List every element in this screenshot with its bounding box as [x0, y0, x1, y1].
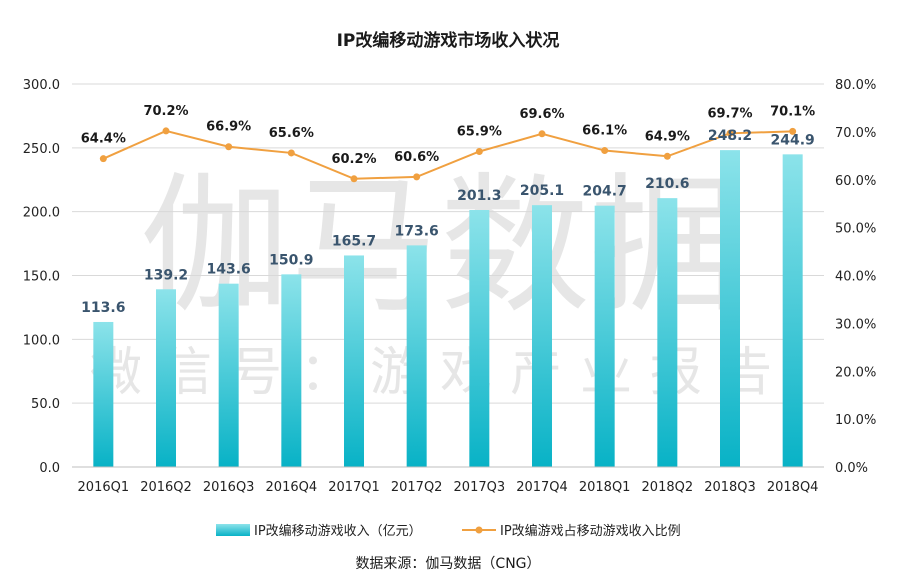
x-tick-label: 2017Q4	[516, 480, 568, 495]
bars	[93, 150, 803, 468]
ratio-value-label: 64.4%	[81, 132, 126, 147]
ratio-value-label: 69.7%	[707, 106, 752, 121]
x-tick-label: 2016Q2	[140, 480, 192, 495]
ratio-value-label: 65.9%	[457, 125, 502, 140]
bar	[156, 289, 176, 467]
x-tick-label: 2018Q1	[579, 480, 631, 495]
bar	[782, 154, 803, 467]
x-tick-label: 2016Q3	[203, 480, 255, 495]
watermark-main: 伽马数据	[140, 160, 740, 334]
ratio-value-label: 65.6%	[269, 126, 314, 141]
bar-value-label: 244.9	[771, 132, 815, 148]
ratio-line	[99, 127, 797, 183]
y-axis-right: 0.0% 10.0% 20.0% 30.0% 40.0% 50.0% 60.0% 70.0% 8…	[835, 78, 876, 476]
bar-value-label: 113.6	[81, 300, 125, 316]
bar	[218, 283, 239, 467]
y-left-tick-label: 150.0	[23, 270, 60, 285]
legend-line-label: IP改编游戏占移动游戏收入比例	[500, 524, 681, 539]
ratio-point	[350, 175, 358, 183]
ratio-point	[663, 152, 671, 160]
ratio-point	[789, 127, 797, 135]
bar-value-label: 248.2	[708, 128, 752, 144]
bar-value-label: 139.2	[144, 267, 188, 283]
x-tick-label: 2017Q3	[454, 480, 506, 495]
y-left-tick-label: 100.0	[23, 333, 60, 348]
bar-value-label: 173.6	[395, 223, 439, 239]
ratio-point	[726, 129, 734, 137]
bar	[532, 205, 552, 467]
y-right-tick-label: 60.0%	[835, 174, 876, 189]
bar-value-label: 204.7	[583, 184, 627, 200]
ratio-value-label: 60.2%	[331, 152, 376, 167]
bar	[720, 150, 740, 467]
ratio-value-label: 66.9%	[206, 120, 251, 135]
legend-bar-label: IP改编移动游戏收入（亿元）	[254, 524, 422, 539]
x-tick-label: 2018Q2	[642, 480, 694, 495]
ratio-point	[538, 130, 546, 138]
bar-value-label: 210.6	[645, 176, 689, 192]
ratio-value-label: 69.6%	[519, 107, 564, 122]
x-tick-label: 2018Q4	[767, 480, 819, 495]
y-axis-left: 0.0 50.0 100.0 150.0 200.0 250.0 300.0	[23, 78, 60, 476]
bar-value-label: 201.3	[457, 188, 501, 204]
chart-title: IP改编移动游戏市场收入状况	[337, 30, 560, 51]
ratio-value-label: 70.1%	[770, 104, 815, 119]
bar	[594, 205, 615, 468]
x-tick-label: 2016Q1	[78, 480, 130, 495]
data-labels: 113.6 139.2 143.6 150.9 165.7 173.6 201.3 205.1…	[81, 104, 815, 316]
y-right-tick-label: 70.0%	[835, 126, 876, 141]
y-left-tick-label: 300.0	[23, 78, 60, 93]
y-left-tick-label: 50.0	[31, 397, 60, 412]
y-right-tick-label: 80.0%	[835, 78, 876, 93]
bar	[281, 274, 302, 467]
bar-value-label: 150.9	[269, 252, 313, 268]
ratio-point	[413, 173, 421, 181]
y-right-tick-label: 30.0%	[835, 317, 876, 332]
ratio-value-label: 66.1%	[582, 124, 627, 139]
bar-value-label: 143.6	[207, 262, 251, 278]
bar	[469, 210, 490, 467]
y-right-tick-label: 50.0%	[835, 222, 876, 237]
y-left-tick-label: 250.0	[23, 142, 60, 157]
x-axis: 2016Q1 2016Q2 2016Q3 2016Q4 2017Q1 2017Q2 2017…	[72, 466, 824, 495]
y-right-tick-label: 0.0%	[835, 461, 868, 476]
x-tick-label: 2017Q1	[328, 480, 380, 495]
ratio-point	[225, 143, 233, 151]
ratio-point	[475, 148, 483, 156]
legend-bar-swatch	[216, 524, 250, 536]
legend-line-marker	[475, 526, 483, 534]
ratio-value-label: 60.6%	[394, 150, 439, 165]
source-note: 数据来源：伽马数据（CNG）	[355, 556, 540, 572]
x-tick-label: 2017Q2	[391, 480, 443, 495]
bar-value-label: 165.7	[332, 233, 376, 249]
watermark-sub: 微信号：游戏产业报告	[90, 343, 790, 403]
y-right-tick-label: 20.0%	[835, 365, 876, 380]
bar-value-label: 205.1	[520, 183, 564, 199]
ratio-value-label: 64.9%	[645, 129, 690, 144]
bar	[344, 255, 364, 467]
y-right-tick-label: 40.0%	[835, 270, 876, 285]
ratio-point	[287, 149, 295, 157]
legend: IP改编移动游戏收入（亿元） IP改编游戏占移动游戏收入比例	[216, 524, 681, 539]
y-left-tick-label: 0.0	[39, 461, 60, 476]
x-tick-label: 2018Q3	[704, 480, 756, 495]
y-left-tick-label: 200.0	[23, 206, 60, 221]
bar	[657, 198, 678, 467]
grid	[72, 83, 824, 404]
x-tick-label: 2016Q4	[266, 480, 318, 495]
bar	[93, 321, 114, 467]
ratio-point	[162, 127, 170, 135]
bar	[406, 245, 427, 467]
ratio-value-label: 70.2%	[143, 104, 188, 119]
ratio-line-path	[102, 129, 793, 180]
ratio-point	[601, 147, 609, 155]
ratio-point	[99, 155, 107, 163]
y-right-tick-label: 10.0%	[835, 413, 876, 428]
